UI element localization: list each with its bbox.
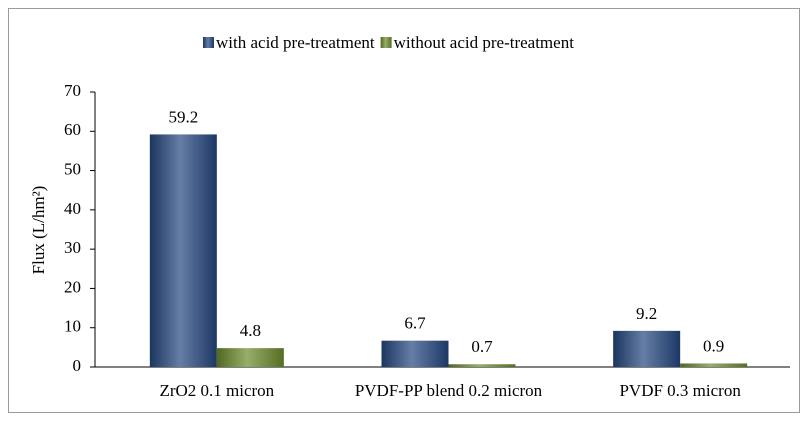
data-label: 59.2 xyxy=(168,107,198,126)
y-tick-label: 10 xyxy=(64,317,81,336)
data-label: 4.8 xyxy=(240,321,261,340)
legend-swatch xyxy=(203,37,214,48)
y-tick-label: 40 xyxy=(64,199,81,218)
bar xyxy=(381,340,449,367)
x-tick-label: ZrO2 0.1 micron xyxy=(159,381,274,400)
data-label: 6.7 xyxy=(404,314,426,333)
x-tick-label: PVDF-PP blend 0.2 micron xyxy=(355,381,543,400)
legend-swatch xyxy=(380,37,392,48)
data-label: 0.9 xyxy=(703,336,724,355)
legend-label: with acid pre-treatment xyxy=(216,33,375,52)
y-tick-label: 20 xyxy=(64,277,81,296)
bar xyxy=(680,363,748,367)
y-tick-label: 0 xyxy=(73,356,82,375)
bar xyxy=(613,330,681,367)
y-tick-label: 60 xyxy=(64,120,81,139)
legend-label: without acid pre-treatment xyxy=(394,33,575,52)
bar xyxy=(149,134,217,367)
x-tick-label: PVDF 0.3 micron xyxy=(619,381,741,400)
bar xyxy=(448,364,516,367)
y-tick-label: 30 xyxy=(64,238,81,257)
bar xyxy=(216,348,284,367)
y-axis-label: Flux (L/hm²) xyxy=(29,186,48,275)
y-tick-label: 70 xyxy=(64,81,81,100)
data-label: 0.7 xyxy=(471,337,493,356)
y-tick-label: 50 xyxy=(64,159,81,178)
data-label: 9.2 xyxy=(636,304,657,323)
